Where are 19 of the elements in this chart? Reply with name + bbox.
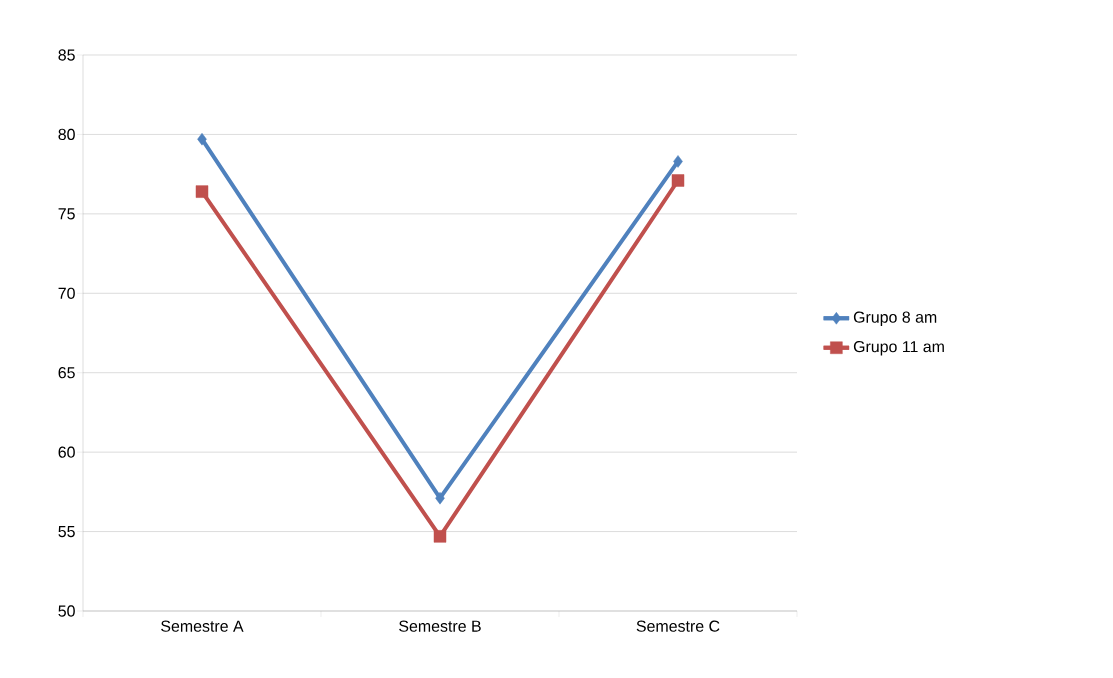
y-tick-label: 85 [58, 49, 75, 61]
y-tick-label: 70 [58, 287, 75, 299]
point [673, 155, 683, 168]
point [195, 185, 209, 198]
y-tick-label: 80 [58, 128, 75, 141]
legend-label: Grupo 11 am [853, 340, 944, 356]
point [435, 491, 445, 505]
y-tick-label: 60 [58, 446, 75, 458]
y-tick-label: 65 [58, 367, 75, 379]
x-tick-label: Semestre B [399, 620, 481, 632]
x-tick-label: Semestre C [636, 620, 720, 632]
legend-label: Grupo 8 am [853, 311, 937, 326]
point [433, 530, 447, 543]
y-tick-label: 55 [58, 526, 75, 538]
y-tick-label: 50 [58, 605, 75, 617]
x-tick-label: Semestre A [161, 620, 244, 632]
y-tick-label: 75 [58, 208, 75, 220]
point [671, 174, 685, 187]
point [197, 132, 207, 146]
